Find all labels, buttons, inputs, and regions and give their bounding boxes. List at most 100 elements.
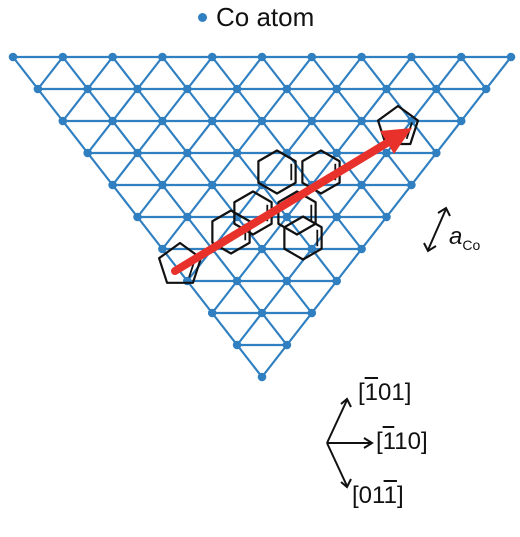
co-atom bbox=[232, 340, 242, 350]
aromatic-ring bbox=[283, 215, 323, 261]
co-atom bbox=[357, 244, 366, 254]
co-atom bbox=[183, 212, 192, 222]
co-atom bbox=[257, 372, 267, 382]
lattice-constant-head-lower bbox=[423, 242, 437, 253]
lattice-bond bbox=[161, 56, 189, 90]
axis-01m1 bbox=[326, 442, 348, 487]
lattice-bond bbox=[186, 56, 214, 90]
co-atom bbox=[407, 116, 416, 126]
lattice-bond bbox=[86, 120, 114, 154]
lattice-bond bbox=[61, 56, 89, 90]
lattice-bond bbox=[261, 56, 288, 90]
lattice-bond bbox=[460, 88, 487, 122]
lattice-constant-head-upper bbox=[437, 206, 451, 217]
lattice-bond bbox=[261, 344, 288, 378]
lattice-bond bbox=[12, 56, 39, 90]
lattice-bond bbox=[186, 120, 214, 154]
direction-label-01m1: [011] bbox=[352, 482, 404, 509]
co-atom bbox=[282, 212, 292, 222]
co-atom bbox=[382, 212, 391, 222]
co-atom bbox=[183, 84, 192, 94]
aromatic-ring bbox=[211, 209, 251, 255]
lattice-bond bbox=[360, 88, 388, 122]
co-atom bbox=[108, 116, 117, 126]
lattice-bond bbox=[211, 312, 238, 346]
lattice-bond bbox=[261, 248, 288, 282]
lattice-bond bbox=[211, 248, 238, 282]
co-atom bbox=[257, 116, 267, 126]
lattice-bond bbox=[161, 88, 189, 122]
co-atom bbox=[58, 116, 68, 126]
co-atom bbox=[108, 52, 117, 62]
lattice-bond bbox=[335, 248, 363, 282]
lattice-bond bbox=[385, 56, 413, 90]
lattice-bond bbox=[136, 184, 164, 218]
axis-m101-head bbox=[340, 397, 352, 408]
lattice-bond bbox=[310, 280, 338, 314]
crystal-axes bbox=[326, 397, 374, 489]
lattice-bond bbox=[161, 184, 189, 218]
co-atom bbox=[232, 148, 242, 158]
lattice-constant-label: aCo bbox=[449, 223, 480, 253]
lattice-constant-symbol: a bbox=[449, 223, 463, 250]
lattice-bond bbox=[211, 152, 238, 186]
lattice-bond bbox=[410, 88, 438, 122]
lattice-bond bbox=[385, 88, 413, 122]
lattice-bond bbox=[86, 152, 114, 186]
co-atom bbox=[456, 52, 466, 62]
co-atom bbox=[257, 52, 267, 62]
co-atom bbox=[307, 308, 317, 318]
co-atom bbox=[307, 116, 317, 126]
lattice-bond bbox=[310, 248, 338, 282]
lattice-bond bbox=[236, 312, 263, 346]
co-atom bbox=[282, 276, 292, 286]
co-atom bbox=[456, 116, 466, 126]
lattice-bond bbox=[435, 88, 463, 122]
co-atom bbox=[357, 52, 366, 62]
co-atom bbox=[257, 244, 267, 254]
lattice-bond bbox=[136, 120, 164, 154]
lattice-bond bbox=[211, 280, 238, 314]
lattice-bond bbox=[286, 56, 313, 90]
co-atom bbox=[158, 180, 167, 190]
lattice-bond bbox=[385, 184, 413, 218]
co-atom bbox=[357, 116, 366, 126]
lattice-bond bbox=[360, 56, 388, 90]
co-atom bbox=[158, 244, 167, 254]
aromatic-ring bbox=[233, 190, 273, 236]
lattice-bond bbox=[261, 120, 288, 154]
lattice-bond bbox=[310, 120, 338, 154]
lattice-bond bbox=[385, 152, 413, 186]
co-atom bbox=[432, 148, 441, 158]
lattice-bond bbox=[136, 152, 164, 186]
lattice-bond bbox=[86, 56, 114, 90]
direction-label-m110: [110] bbox=[376, 428, 428, 455]
lattice-bond bbox=[286, 280, 313, 314]
orientation-arrow-shaft bbox=[171, 139, 391, 275]
lattice-bond bbox=[286, 248, 313, 282]
lattice-bond bbox=[236, 184, 263, 218]
co-atom bbox=[432, 84, 441, 94]
lattice-bond bbox=[111, 120, 139, 154]
lattice-bond bbox=[136, 56, 164, 90]
lattice-bond bbox=[335, 56, 363, 90]
lattice-bond bbox=[236, 56, 263, 90]
lattice-bond bbox=[360, 152, 388, 186]
lattice-bond bbox=[161, 216, 189, 250]
co-atom bbox=[481, 84, 491, 94]
co-atom bbox=[257, 308, 267, 318]
orientation-arrow bbox=[171, 128, 412, 275]
lattice-bond bbox=[111, 184, 139, 218]
co-atom bbox=[382, 148, 391, 158]
lattice-bond bbox=[211, 88, 238, 122]
co-atom bbox=[407, 52, 416, 62]
lattice-bond bbox=[111, 152, 139, 186]
lattice-bond bbox=[111, 56, 139, 90]
co-atom bbox=[207, 308, 217, 318]
lattice-bond bbox=[360, 216, 388, 250]
lattice-bond bbox=[186, 152, 214, 186]
lattice-bond bbox=[261, 88, 288, 122]
co-atom bbox=[232, 84, 242, 94]
lattice-bond bbox=[261, 280, 288, 314]
co-atom bbox=[33, 84, 43, 94]
